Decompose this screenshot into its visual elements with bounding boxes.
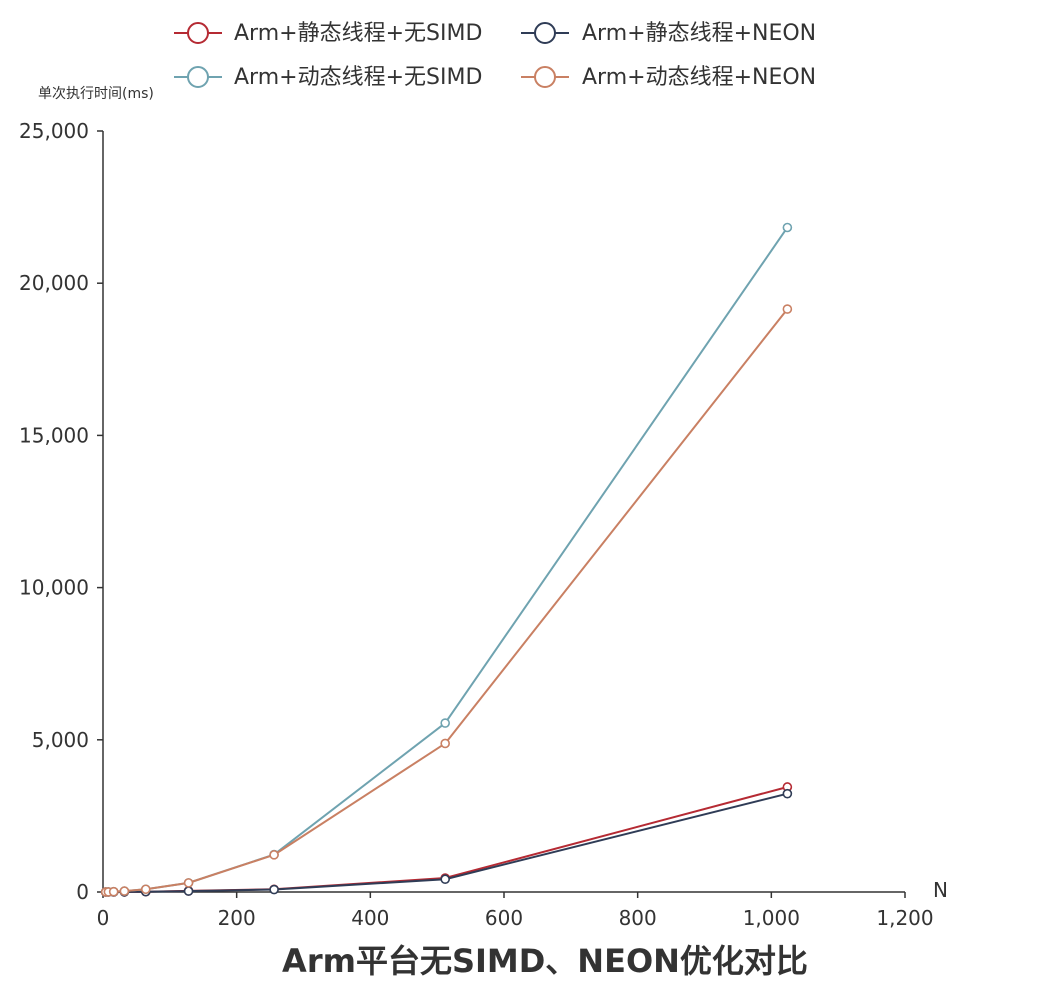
legend: Arm+静态线程+无SIMD Arm+静态线程+NEON Arm+动态线程+无S… xyxy=(174,21,816,90)
data-point[interactable] xyxy=(782,788,793,799)
y-tick-label: 20,000 xyxy=(19,271,89,295)
x-tick-label: 400 xyxy=(351,906,389,930)
legend-item-series-3[interactable]: Arm+动态线程+NEON xyxy=(521,65,816,90)
data-point[interactable] xyxy=(140,884,151,895)
legend-item-series-2[interactable]: Arm+动态线程+无SIMD xyxy=(174,65,482,90)
chart-title: Arm平台无SIMD、NEON优化对比 xyxy=(282,942,808,980)
series-layer xyxy=(100,222,793,897)
x-axis-label: N xyxy=(933,878,948,902)
legend-label-series-1: Arm+静态线程+NEON xyxy=(582,21,816,46)
x-tick-label: 200 xyxy=(218,906,256,930)
y-tick-label: 0 xyxy=(76,880,89,904)
x-tick-label: 600 xyxy=(485,906,523,930)
series-1 xyxy=(100,788,793,897)
data-point[interactable] xyxy=(119,886,130,896)
y-tick-label: 25,000 xyxy=(19,119,89,143)
x-axis: 0 200 400 600 800 1,000 1,200 xyxy=(97,891,934,930)
legend-marker-series-2 xyxy=(187,66,209,88)
legend-marker-series-3 xyxy=(534,66,556,88)
x-tick-label: 1,200 xyxy=(876,906,933,930)
y-axis: 0 5,000 10,000 15,000 20,000 25,000 xyxy=(19,119,104,904)
series-2 xyxy=(100,222,793,897)
series-line-3 xyxy=(105,308,789,893)
data-point[interactable] xyxy=(183,878,194,888)
legend-label-series-3: Arm+动态线程+NEON xyxy=(582,65,816,90)
series-line-2 xyxy=(105,226,789,893)
legend-label-series-0: Arm+静态线程+无SIMD xyxy=(234,21,482,46)
x-tick-label: 800 xyxy=(619,906,657,930)
x-tick-label: 1,000 xyxy=(743,906,800,930)
x-tick-label: 0 xyxy=(97,906,110,930)
data-point[interactable] xyxy=(782,222,793,233)
y-axis-label: 单次执行时间(ms) xyxy=(38,86,154,102)
data-point[interactable] xyxy=(440,738,450,749)
legend-item-series-0[interactable]: Arm+静态线程+无SIMD xyxy=(174,21,482,46)
data-point[interactable] xyxy=(440,874,450,885)
legend-marker-series-1 xyxy=(534,22,556,44)
y-tick-label: 10,000 xyxy=(19,576,89,600)
legend-marker-series-0 xyxy=(187,22,209,44)
series-3 xyxy=(100,304,793,897)
data-point[interactable] xyxy=(440,718,450,728)
data-point[interactable] xyxy=(269,850,279,860)
data-point[interactable] xyxy=(782,304,793,314)
data-point[interactable] xyxy=(108,886,119,897)
data-point[interactable] xyxy=(269,884,279,895)
y-tick-label: 15,000 xyxy=(19,423,89,447)
y-tick-label: 5,000 xyxy=(32,728,89,752)
data-point[interactable] xyxy=(183,886,194,896)
legend-label-series-2: Arm+动态线程+无SIMD xyxy=(234,65,482,90)
legend-item-series-1[interactable]: Arm+静态线程+NEON xyxy=(521,21,816,46)
